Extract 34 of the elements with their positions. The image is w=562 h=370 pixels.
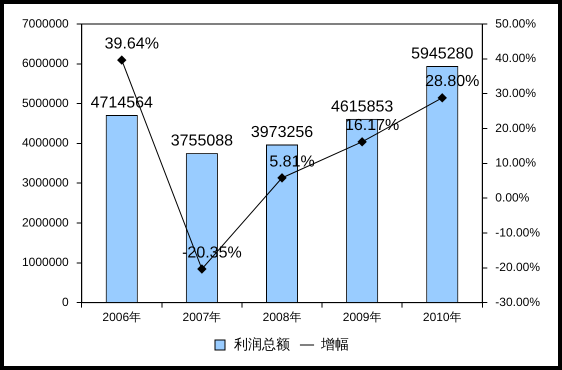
y2-tick-label: 50.00% — [495, 16, 536, 30]
point — [358, 137, 367, 146]
data-label: 4615853 — [330, 98, 394, 116]
y-tick-label: 5000000 — [22, 96, 70, 110]
legend-label: 增幅 — [320, 336, 349, 352]
point — [197, 264, 206, 274]
data-label: 3973256 — [250, 124, 314, 141]
point — [438, 93, 447, 102]
y-tick-label: 0 — [62, 294, 70, 309]
y2-tick-label: 0.00% — [495, 190, 530, 204]
x-tick-label: 2010年 — [422, 310, 462, 324]
x-tick-label: 2007年 — [182, 310, 222, 324]
data-label: 5945280 — [411, 45, 474, 62]
y-tick-label: 3000000 — [22, 176, 70, 190]
y-tick-label: 7000000 — [22, 16, 70, 30]
x-tick-label: 2008年 — [262, 310, 302, 324]
point — [117, 56, 126, 65]
y2-tick-label: -10.00% — [495, 225, 540, 240]
x-tick-label: 2009年 — [342, 310, 382, 324]
y-tick-label: 4000000 — [22, 136, 70, 150]
y-tick-label: 6000000 — [22, 56, 70, 70]
y2-tick-label: -20.00% — [495, 260, 540, 274]
y2-tick-label: 40.00% — [495, 51, 536, 66]
y2-tick-label: -30.00% — [495, 294, 540, 309]
y-tick-label: 2000000 — [22, 215, 70, 230]
point — [278, 173, 287, 182]
legend-label: 利润总额 — [234, 336, 290, 352]
y2-tick-label: 10.00% — [495, 156, 536, 170]
y2-tick-label: 20.00% — [495, 120, 536, 135]
y-tick-label: 1000000 — [22, 255, 70, 270]
data-label: 39.64% — [104, 35, 159, 52]
x-tick-label: 2006年 — [102, 310, 142, 324]
y2-tick-label: 30.00% — [495, 86, 536, 100]
data-label: 3755088 — [170, 132, 234, 150]
